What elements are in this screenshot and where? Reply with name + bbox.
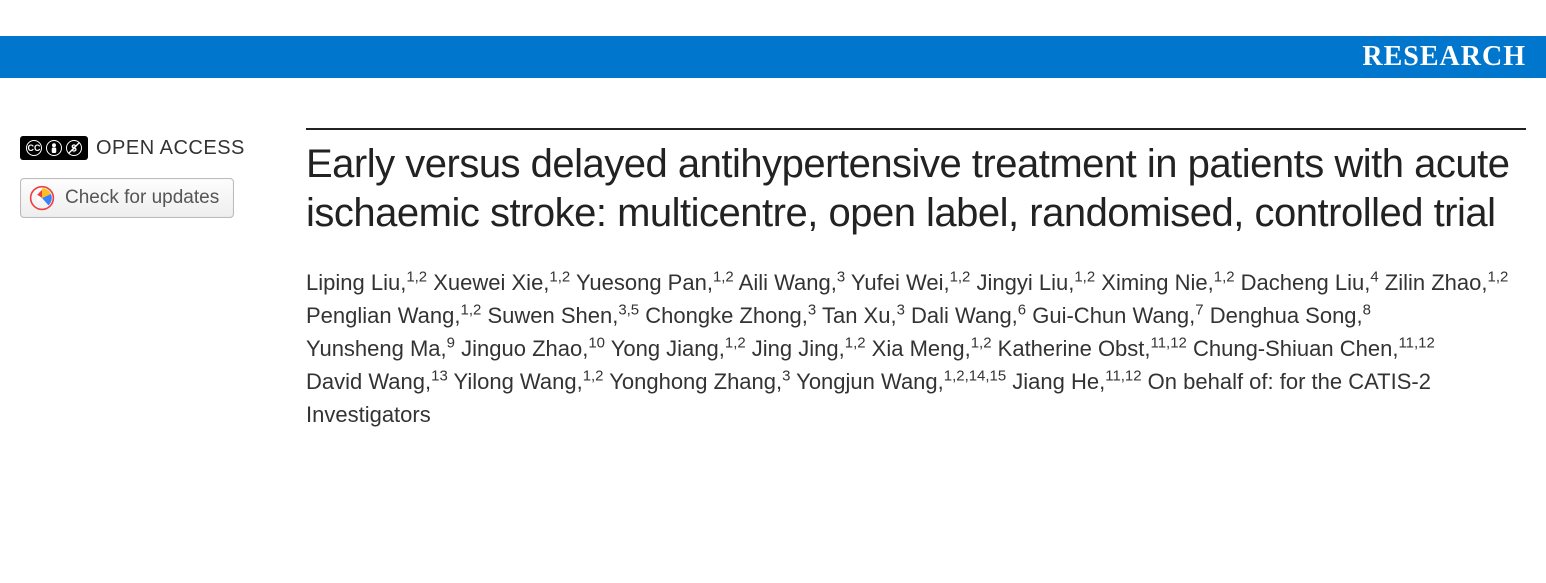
author-affiliation: 1,2 [725, 334, 746, 351]
author-affiliation: 3,5 [618, 301, 639, 318]
author-affiliation: 1,2 [1074, 268, 1095, 285]
author: Yilong Wang,1,2 [453, 369, 603, 394]
by-icon [46, 140, 62, 156]
author-affiliation: 3 [897, 301, 905, 318]
author-affiliation: 1,2 [1214, 268, 1235, 285]
cc-icon: CC [26, 140, 42, 156]
author: Chongke Zhong,3 [645, 303, 816, 328]
open-access-label: OPEN ACCESS [96, 137, 245, 160]
author-affiliation: 1,2 [713, 268, 734, 285]
author-affiliation: 9 [447, 334, 455, 351]
author-affiliation: 1,2 [845, 334, 866, 351]
author-affiliation: 13 [431, 367, 448, 384]
author-affiliation: 11,12 [1105, 367, 1141, 384]
author: Penglian Wang,1,2 [306, 303, 481, 328]
author: Liping Liu,1,2 [306, 270, 427, 295]
author: Jing Jing,1,2 [752, 336, 866, 361]
author: Jingyi Liu,1,2 [977, 270, 1096, 295]
section-banner: RESEARCH [0, 36, 1546, 78]
author-list: Liping Liu,1,2 Xuewei Xie,1,2 Yuesong Pa… [306, 266, 1516, 431]
author-affiliation: 8 [1363, 301, 1371, 318]
check-updates-button[interactable]: Check for updates [20, 178, 234, 218]
cc-license-icon: CC $ [20, 136, 88, 160]
author-affiliation: 4 [1370, 268, 1378, 285]
author: Jinguo Zhao,10 [461, 336, 605, 361]
check-updates-label: Check for updates [65, 187, 219, 209]
sidebar: CC $ OPEN ACCESS Check for [20, 128, 286, 431]
author-affiliation: 1,2 [461, 301, 482, 318]
author: David Wang,13 [306, 369, 448, 394]
author: Denghua Song,8 [1210, 303, 1371, 328]
banner-label: RESEARCH [1362, 41, 1526, 73]
author: Yuesong Pan,1,2 [576, 270, 734, 295]
author-affiliation: 1,2 [406, 268, 427, 285]
author: Katherine Obst,11,12 [998, 336, 1187, 361]
author: Zilin Zhao,1,2 [1385, 270, 1509, 295]
author: Xuewei Xie,1,2 [433, 270, 570, 295]
nc-icon: $ [66, 140, 82, 156]
author-affiliation: 7 [1195, 301, 1203, 318]
author: Yufei Wei,1,2 [851, 270, 970, 295]
author-affiliation: 6 [1018, 301, 1026, 318]
author-affiliation: 1,2 [583, 367, 604, 384]
author: Suwen Shen,3,5 [487, 303, 639, 328]
content-row: CC $ OPEN ACCESS Check for [0, 128, 1546, 431]
author-affiliation: 1,2,14,15 [944, 367, 1006, 384]
author: Ximing Nie,1,2 [1101, 270, 1234, 295]
author-affiliation: 3 [782, 367, 790, 384]
author-affiliation: 3 [837, 268, 845, 285]
author: Chung-Shiuan Chen,11,12 [1193, 336, 1435, 361]
crossmark-icon [29, 185, 55, 211]
author: Jiang He,11,12 [1012, 369, 1141, 394]
author: Dali Wang,6 [911, 303, 1026, 328]
article-title: Early versus delayed antihypertensive tr… [306, 140, 1516, 238]
author: Tan Xu,3 [822, 303, 905, 328]
author: Dacheng Liu,4 [1241, 270, 1379, 295]
author: Aili Wang,3 [739, 270, 846, 295]
author: Xia Meng,1,2 [872, 336, 992, 361]
author-affiliation: 1,2 [971, 334, 992, 351]
author: Yong Jiang,1,2 [611, 336, 746, 361]
author: Yongjun Wang,1,2,14,15 [796, 369, 1006, 394]
author-affiliation: 1,2 [549, 268, 570, 285]
author-affiliation: 11,12 [1398, 334, 1434, 351]
author-affiliation: 1,2 [1488, 268, 1509, 285]
author-affiliation: 11,12 [1151, 334, 1187, 351]
author-affiliation: 10 [588, 334, 605, 351]
open-access-row: CC $ OPEN ACCESS [20, 136, 286, 160]
author: Yunsheng Ma,9 [306, 336, 455, 361]
author: Gui-Chun Wang,7 [1032, 303, 1203, 328]
author-affiliation: 1,2 [950, 268, 971, 285]
author-affiliation: 3 [808, 301, 816, 318]
author: Yonghong Zhang,3 [609, 369, 790, 394]
article-header: Early versus delayed antihypertensive tr… [306, 128, 1526, 431]
